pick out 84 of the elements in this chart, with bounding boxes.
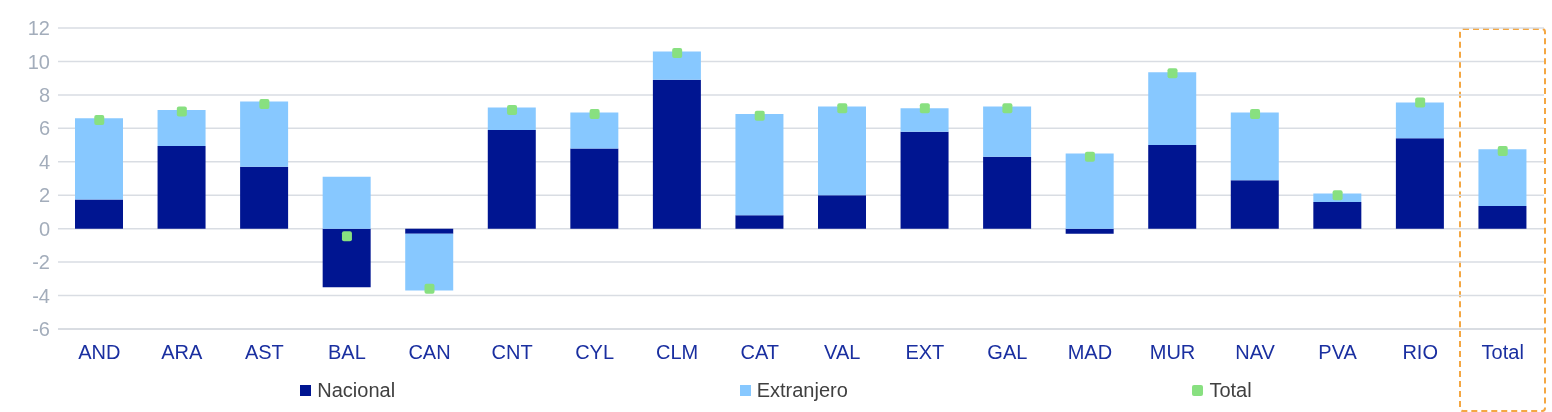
bar [983,156,1032,229]
bar [1065,153,1114,229]
x-tick-label: CAT [740,341,779,364]
point [176,106,187,117]
y-tick-label: 2 [38,184,50,207]
x-tick-label: PVA [1318,341,1358,364]
point [259,99,270,110]
point [341,231,352,242]
x-tick-label: GAL [987,341,1028,364]
bar [1313,201,1362,229]
bar [735,114,784,216]
bar [983,106,1032,157]
point [754,110,765,121]
y-tick-label: 10 [27,50,50,73]
x-tick-label: RIO [1402,341,1438,364]
y-tick-label: 12 [27,17,50,40]
bar [322,228,371,288]
bar [652,51,701,80]
bar [1395,102,1444,139]
bar [900,108,949,132]
bar [75,199,123,229]
bar [570,112,619,149]
y-tick-label: 0 [38,217,50,240]
bar [240,101,289,167]
x-tick-label: NAV [1235,341,1276,364]
x-tick-label: AND [78,341,121,364]
bar [735,215,784,229]
point [1167,68,1178,79]
legend-label: Nacional [316,379,396,402]
bar [405,228,454,234]
bar [818,106,866,196]
y-tick-label: -4 [32,284,50,307]
x-tick-label: VAL [824,341,861,364]
x-tick-label: CNT [491,341,533,364]
bar [818,195,866,229]
bar [1478,149,1527,207]
point [672,48,683,59]
bar [157,145,206,229]
y-tick-label: 6 [38,117,50,140]
bar [1395,138,1444,229]
point [919,103,930,114]
x-tick-label: AST [244,341,284,364]
x-tick-label: ARA [161,341,204,364]
bar [157,109,206,146]
bar [322,176,371,229]
bar [1478,206,1527,229]
legend-label: Total [1208,379,1252,402]
bar [75,118,123,200]
point [1497,145,1508,156]
point [837,103,848,114]
x-tick-label: CLM [656,341,699,364]
point [589,109,600,120]
bar [1230,180,1279,229]
bar [1065,228,1114,234]
bar [900,131,949,229]
y-tick-label: -2 [32,251,50,274]
bar [570,148,619,229]
point [1084,151,1095,162]
bar [405,233,454,291]
bar [487,130,536,229]
x-tick-label: CYL [575,341,615,364]
point [424,283,435,294]
x-tick-label: Total [1481,341,1524,364]
x-tick-label: BAL [328,341,366,364]
legend-label: Extranjero [755,379,848,402]
x-tick-label: MUR [1149,341,1196,364]
point [1250,109,1261,120]
point [1415,97,1426,108]
bar [1148,145,1197,229]
bar [652,79,701,229]
x-tick-label: EXT [905,341,945,364]
point [507,104,518,115]
bar [487,107,536,131]
y-tick-label: -6 [32,318,50,341]
x-tick-label: MAD [1067,341,1113,364]
x-tick-label: CAN [408,341,451,364]
y-tick-label: 4 [38,150,50,173]
bar [1230,112,1279,181]
bar [1148,72,1197,146]
bar [240,166,289,229]
point [1002,103,1013,114]
y-tick-label: 8 [38,83,50,106]
point [94,114,105,125]
point [1332,190,1343,201]
